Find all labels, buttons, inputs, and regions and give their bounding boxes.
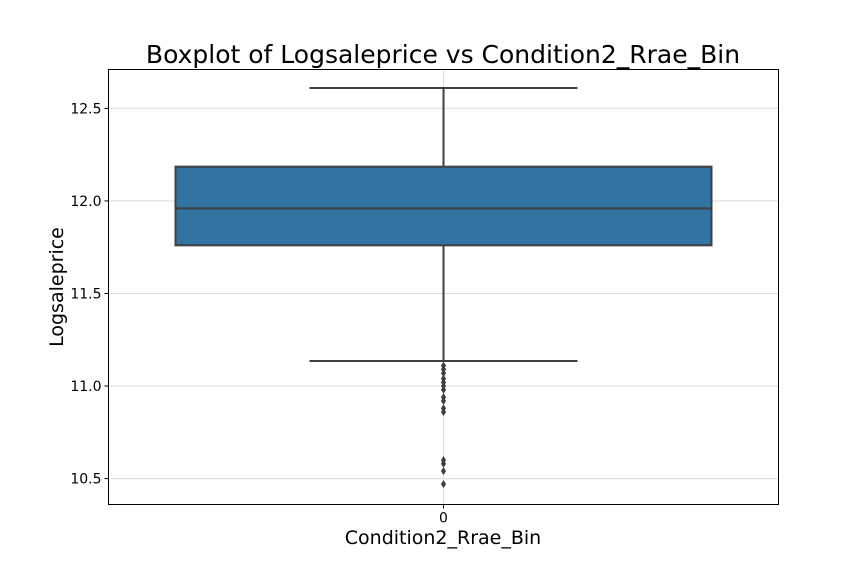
tick-layer: 10.5 11.0 11.5 12.0 12.5 0	[70, 101, 448, 526]
outlier-point	[440, 480, 447, 489]
outlier-point	[440, 396, 447, 405]
box-layer	[174, 87, 713, 489]
iqr-box	[174, 165, 713, 247]
y-tick-label: 12.0	[70, 194, 101, 210]
x-tick-label: 0	[439, 511, 448, 527]
y-tick-label: 11.5	[70, 286, 101, 302]
x-axis-label: Condition2_Rrae_Bin	[345, 527, 541, 549]
outlier-point	[440, 385, 447, 394]
y-tick-label: 11.0	[70, 379, 101, 395]
outlier-point	[440, 407, 447, 416]
chart-title: Boxplot of Logsaleprice vs Condition2_Rr…	[146, 40, 740, 69]
outlier-point	[440, 467, 447, 476]
outlier-point	[440, 369, 447, 378]
y-axis-label: Logsaleprice	[46, 227, 68, 347]
y-tick-label: 12.5	[70, 101, 101, 117]
outlier-point	[440, 459, 447, 468]
y-tick-label: 10.5	[70, 472, 101, 488]
